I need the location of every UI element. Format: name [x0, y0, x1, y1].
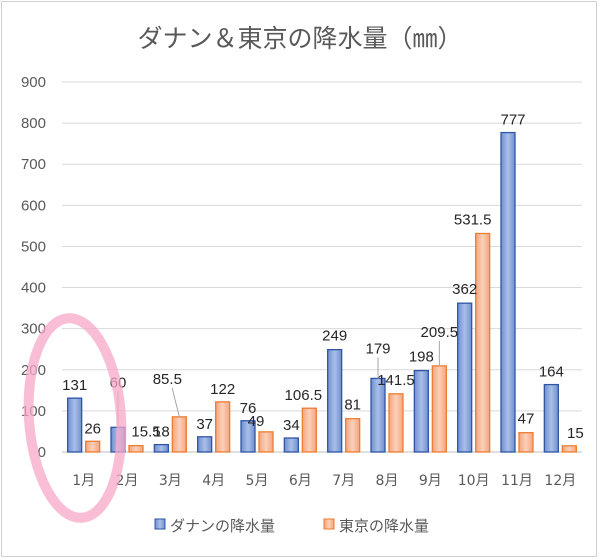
- bar-danang: [283, 437, 299, 453]
- bar-danang: [500, 131, 516, 453]
- data-label-tokyo: 26: [84, 420, 101, 437]
- legend-label-danang: ダナンの降水量: [170, 517, 275, 535]
- bar-tokyo: [388, 393, 404, 453]
- bar-danang: [197, 436, 213, 453]
- data-label-tokyo: 15.5: [131, 424, 160, 441]
- y-tick-label: 700: [21, 156, 46, 173]
- legend-swatch-danang: [154, 518, 166, 530]
- data-label-tokyo: 122: [210, 381, 235, 398]
- x-tick-label: 4月: [202, 473, 225, 489]
- data-label-tokyo: 141.5: [377, 372, 415, 389]
- legend-swatch-tokyo: [323, 518, 335, 530]
- data-label-danang: 37: [196, 416, 213, 433]
- x-tick-label: 8月: [376, 473, 399, 489]
- bar-tokyo: [258, 431, 274, 453]
- bar-danang: [327, 348, 343, 453]
- x-tick-label: 7月: [332, 473, 355, 489]
- y-tick-label: 500: [21, 238, 46, 255]
- bar-tokyo: [345, 418, 361, 453]
- chart-title: ダナン＆東京の降水量（㎜）: [137, 24, 462, 53]
- bar-danang: [370, 377, 386, 453]
- x-tick-label: 10月: [458, 473, 490, 489]
- data-label-tokyo: 47: [518, 411, 535, 428]
- x-tick-label: 3月: [159, 473, 182, 489]
- bar-tokyo: [518, 432, 534, 453]
- data-label-danang: 34: [283, 417, 300, 434]
- legend-label-tokyo: 東京の降水量: [339, 517, 429, 535]
- highlight-circle: [23, 313, 127, 523]
- gridlines: [62, 81, 582, 453]
- data-label-tokyo: 106.5: [285, 387, 323, 404]
- data-label-danang: 179: [365, 340, 390, 357]
- bar-tokyo: [215, 401, 231, 453]
- data-label-tokyo: 531.5: [454, 211, 492, 228]
- bar-danang: [543, 383, 559, 453]
- x-tick-label: 5月: [246, 473, 269, 489]
- bar-tokyo: [128, 444, 144, 453]
- data-label-tokyo: 209.5: [421, 324, 459, 341]
- y-tick-label: 600: [21, 197, 46, 214]
- data-label-danang: 18: [153, 424, 170, 441]
- bar-tokyo: [561, 445, 577, 453]
- data-label-tokyo: 85.5: [153, 371, 182, 388]
- y-tick-label: 300: [21, 321, 46, 338]
- data-label-danang: 777: [500, 112, 525, 129]
- x-axis: 1月 2月 3月 4月 5月 6月 7月 8月 9月 10月 11月 12月: [72, 473, 576, 489]
- data-label-tokyo: 49: [248, 413, 265, 430]
- data-label-danang: 131: [62, 377, 87, 394]
- data-label-danang: 249: [322, 328, 347, 345]
- data-label-danang: 198: [409, 349, 434, 366]
- y-tick-label: 0: [38, 444, 46, 461]
- bar-danang: [67, 397, 83, 453]
- bar-tokyo: [431, 365, 447, 453]
- bars: [67, 131, 577, 453]
- y-tick-label: 400: [21, 280, 46, 297]
- x-tick-label: 1月: [72, 473, 95, 489]
- y-tick-label: 800: [21, 115, 46, 132]
- bar-danang: [413, 369, 429, 453]
- bar-danang: [240, 420, 256, 453]
- bar-tokyo: [301, 407, 317, 453]
- x-tick-label: 12月: [544, 473, 576, 489]
- bar-tokyo: [85, 440, 101, 453]
- data-label-tokyo: 15: [567, 425, 584, 442]
- legend: ダナンの降水量 東京の降水量: [154, 517, 429, 535]
- y-tick-label: 900: [21, 74, 46, 91]
- x-tick-label: 9月: [419, 473, 442, 489]
- data-label-danang: 362: [452, 281, 477, 298]
- data-label-danang: 76: [240, 400, 257, 417]
- data-label-tokyo: 81: [344, 397, 361, 414]
- bar-tokyo: [475, 232, 491, 453]
- x-tick-label: 2月: [116, 473, 139, 489]
- x-tick-label: 6月: [289, 473, 312, 489]
- data-label-danang: 164: [539, 364, 564, 381]
- x-tick-label: 11月: [501, 473, 533, 489]
- bar-tokyo: [171, 416, 187, 453]
- bar-danang: [153, 443, 169, 453]
- bar-danang: [457, 302, 473, 453]
- label-leader-line: [171, 387, 180, 417]
